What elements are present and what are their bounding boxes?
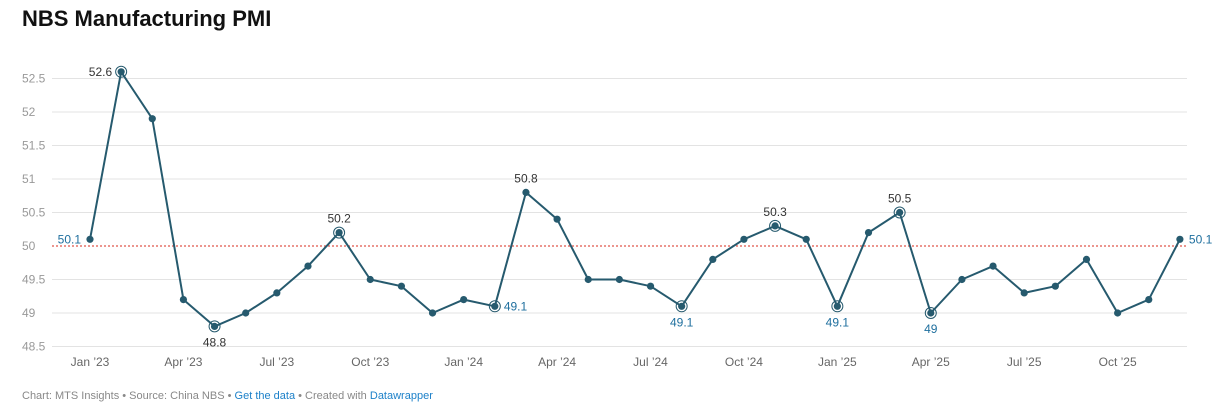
x-tick-label: Apr ’24 xyxy=(538,355,576,369)
data-label: 50.1 xyxy=(1189,232,1213,246)
data-point xyxy=(646,282,655,290)
data-point xyxy=(678,302,686,310)
data-label: 50.2 xyxy=(327,212,351,226)
data-point xyxy=(709,255,717,263)
x-tick-label: Jul ’24 xyxy=(633,355,668,369)
y-tick-label: 51.5 xyxy=(22,139,46,153)
datawrapper-link[interactable]: Datawrapper xyxy=(369,390,433,402)
x-tick-label: Apr ’25 xyxy=(912,355,950,369)
data-point xyxy=(802,235,810,243)
data-point xyxy=(335,229,343,237)
data-label: 50.5 xyxy=(888,192,912,206)
data-point xyxy=(615,275,623,284)
data-point xyxy=(117,68,125,76)
series-line-pmi xyxy=(89,70,1181,328)
x-tick-label: Oct ’24 xyxy=(725,355,763,369)
data-point xyxy=(522,188,530,196)
y-tick-label: 51 xyxy=(22,172,36,186)
separator: • xyxy=(295,390,306,402)
credit-source: Source: China NBS xyxy=(129,390,225,402)
data-point xyxy=(864,229,873,237)
y-tick-label: 49.5 xyxy=(22,273,46,287)
data-point xyxy=(179,296,188,304)
data-point xyxy=(740,235,748,243)
data-point xyxy=(1051,282,1059,290)
data-label: 49.1 xyxy=(504,299,528,313)
footer: Chart: MTS Insights • Source: China NBS … xyxy=(22,390,433,402)
data-label: 49.1 xyxy=(826,315,850,329)
data-point xyxy=(771,222,779,230)
y-tick-label: 50 xyxy=(22,239,36,253)
highlight-ring xyxy=(769,219,782,232)
data-point xyxy=(428,309,437,317)
created-with: Created with xyxy=(305,390,367,402)
data-point xyxy=(927,309,935,317)
y-tick-label: 49 xyxy=(22,306,36,320)
y-tick-label: 52 xyxy=(22,105,36,119)
x-tick-label: Jul ’25 xyxy=(1007,355,1042,369)
data-point xyxy=(86,235,94,243)
x-tick-label: Jul ’23 xyxy=(259,355,294,369)
data-label: 48.8 xyxy=(203,335,227,349)
highlight-ring xyxy=(831,300,844,313)
separator: • xyxy=(119,390,130,402)
data-point xyxy=(1082,255,1091,263)
data-point xyxy=(1176,235,1184,243)
line-chart: 48.5 49 49.5 50 50.5 51 51.5 52 52.5 Jan ’23 Apr ’… xyxy=(22,65,1213,369)
data-point xyxy=(896,208,904,217)
data-point xyxy=(242,309,250,317)
data-point xyxy=(148,115,156,123)
x-tick-label: Oct ’23 xyxy=(351,355,389,369)
x-tick-label: Apr ’23 xyxy=(164,355,202,369)
highlight-ring xyxy=(924,307,937,319)
highlight-ring xyxy=(208,320,221,333)
data-point xyxy=(1145,296,1153,304)
data-point xyxy=(460,296,468,304)
data-label: 50.1 xyxy=(58,232,82,246)
x-tick-label: Jan ’25 xyxy=(818,355,857,369)
highlight-ring xyxy=(893,206,906,219)
highlight-ring xyxy=(488,300,501,313)
y-tick-label: 52.5 xyxy=(22,72,46,86)
data-point xyxy=(833,302,841,310)
data-point xyxy=(273,289,281,297)
highlight-ring xyxy=(115,65,128,78)
separator: • xyxy=(224,390,235,402)
y-tick-label: 48.5 xyxy=(22,340,46,354)
x-tick-label: Jan ’24 xyxy=(444,355,483,369)
data-point xyxy=(1020,289,1028,297)
data-label: 50.3 xyxy=(763,205,787,219)
data-point xyxy=(397,282,405,290)
data-label: 49.1 xyxy=(670,315,694,329)
data-point xyxy=(553,215,561,223)
y-tick-label: 50.5 xyxy=(22,206,46,220)
data-point xyxy=(989,262,997,270)
data-point xyxy=(491,302,499,310)
highlight-ring xyxy=(333,226,346,239)
chart-title: NBS Manufacturing PMI xyxy=(22,6,272,31)
data-point xyxy=(210,322,219,330)
data-label: 52.6 xyxy=(89,65,113,79)
data-point xyxy=(1114,309,1122,317)
x-tick-label: Oct ’25 xyxy=(1099,355,1137,369)
get-data-link[interactable]: Get the data xyxy=(234,390,296,402)
data-point xyxy=(304,262,312,270)
data-label: 49 xyxy=(924,322,938,336)
x-tick-label: Jan ’23 xyxy=(71,355,110,369)
data-point xyxy=(366,275,374,284)
highlight-ring xyxy=(675,300,688,313)
data-point xyxy=(958,275,966,284)
data-point xyxy=(584,275,592,284)
credit-chart: Chart: MTS Insights xyxy=(22,390,120,402)
data-label: 50.8 xyxy=(514,171,538,185)
